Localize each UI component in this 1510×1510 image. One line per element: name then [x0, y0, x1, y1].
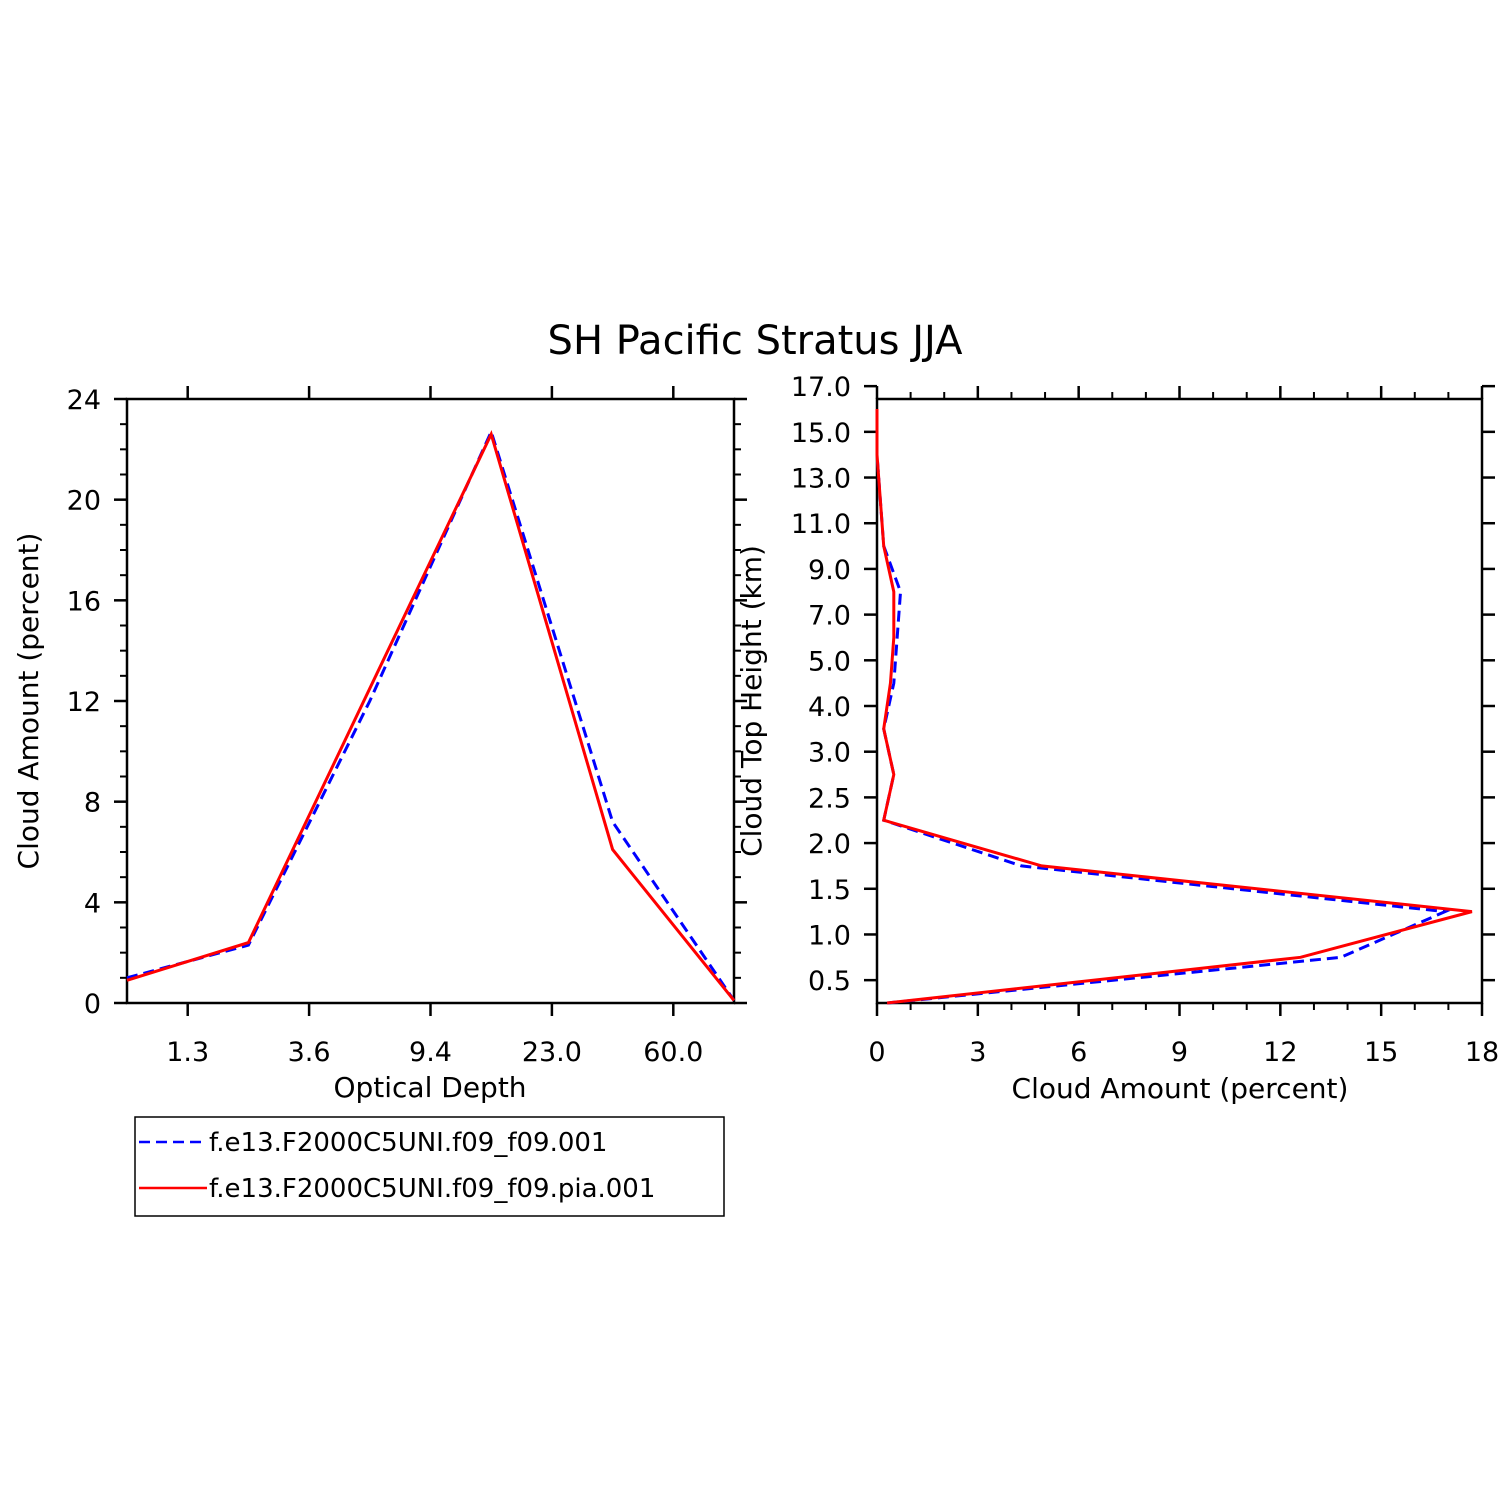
left-series-line-1 — [126, 430, 736, 1002]
right-y-tick-label: 7.0 — [808, 601, 851, 632]
left-y-tick-label: 0 — [84, 989, 101, 1020]
left-ticks: 0 4 8 12 16 20 24 1.3 3.6 9.4 23.0 60.0 — [67, 385, 747, 1068]
right-y-tick-label: 17.0 — [791, 372, 851, 403]
right-y-tick-label: 4.0 — [808, 692, 851, 723]
right-y-tick-label: 15.0 — [791, 418, 851, 449]
legend-label-series-b: f.e13.F2000C5UNI.f09_f09.pia.001 — [209, 1174, 655, 1204]
right-y-tick-label: 1.5 — [808, 875, 851, 906]
right-y-tick-label: 11.0 — [791, 509, 851, 540]
left-y-axis-label: Cloud Amount (percent) — [12, 533, 45, 870]
cloud-top-height-panel: 0.5 1.0 1.5 2.0 2.5 3.0 4.0 5.0 7.0 9.0 11.0 13.0 15… — [735, 372, 1499, 1105]
right-y-tick-label: 3.0 — [808, 738, 851, 769]
left-x-tick-label: 1.3 — [166, 1037, 209, 1068]
chart-title: SH Pacific Stratus JJA — [548, 318, 964, 364]
right-y-tick-label: 1.0 — [808, 920, 851, 951]
right-x-tick-label: 18 — [1465, 1037, 1499, 1068]
right-x-tick-label: 0 — [868, 1037, 885, 1068]
right-x-tick-label: 3 — [969, 1037, 986, 1068]
left-series-lines — [126, 427, 736, 1002]
legend: f.e13.F2000C5UNI.f09_f09.001 f.e13.F2000… — [134, 1116, 725, 1217]
right-x-axis-label: Cloud Amount (percent) — [1012, 1072, 1349, 1105]
right-y-axis-label: Cloud Top Height (km) — [735, 545, 768, 857]
right-x-tick-label: 9 — [1171, 1037, 1188, 1068]
left-y-tick-label: 20 — [67, 486, 101, 517]
legend-box — [134, 1116, 725, 1217]
right-x-tick-label: 6 — [1070, 1037, 1087, 1068]
right-y-tick-label: 0.5 — [808, 966, 851, 997]
right-ticks: 0.5 1.0 1.5 2.0 2.5 3.0 4.0 5.0 7.0 9.0 11.0 13.0 15… — [791, 372, 1499, 1068]
left-x-tick-label: 23.0 — [522, 1037, 582, 1068]
left-y-tick-label: 12 — [67, 687, 101, 718]
left-x-tick-label: 9.4 — [409, 1037, 452, 1068]
left-x-tick-label: 60.0 — [643, 1037, 703, 1068]
right-y-tick-label: 2.0 — [808, 829, 851, 860]
left-y-tick-label: 8 — [84, 788, 101, 819]
left-x-tick-label: 3.6 — [288, 1037, 331, 1068]
left-plot-frame — [125, 397, 736, 1005]
right-y-tick-label: 9.0 — [808, 555, 851, 586]
right-plot-frame — [875, 397, 1484, 1005]
right-x-tick-label: 12 — [1263, 1037, 1297, 1068]
right-series-lines — [875, 409, 1473, 1005]
legend-label-series-a: f.e13.F2000C5UNI.f09_f09.001 — [209, 1128, 607, 1158]
left-x-axis-label: Optical Depth — [333, 1071, 526, 1104]
left-series-line-0 — [126, 427, 736, 1002]
right-x-tick-label: 15 — [1364, 1037, 1398, 1068]
right-series-line-1 — [875, 409, 1473, 1005]
optical-depth-panel: 0 4 8 12 16 20 24 1.3 3.6 9.4 23.0 60.0 Optical Dep… — [12, 385, 747, 1104]
left-y-tick-label: 4 — [84, 888, 101, 919]
left-y-tick-label: 24 — [67, 385, 101, 416]
right-y-tick-label: 5.0 — [808, 646, 851, 677]
right-y-tick-label: 13.0 — [791, 464, 851, 495]
right-series-line-0 — [875, 409, 1451, 1005]
right-y-tick-label: 2.5 — [808, 783, 851, 814]
left-y-tick-label: 16 — [67, 586, 101, 617]
